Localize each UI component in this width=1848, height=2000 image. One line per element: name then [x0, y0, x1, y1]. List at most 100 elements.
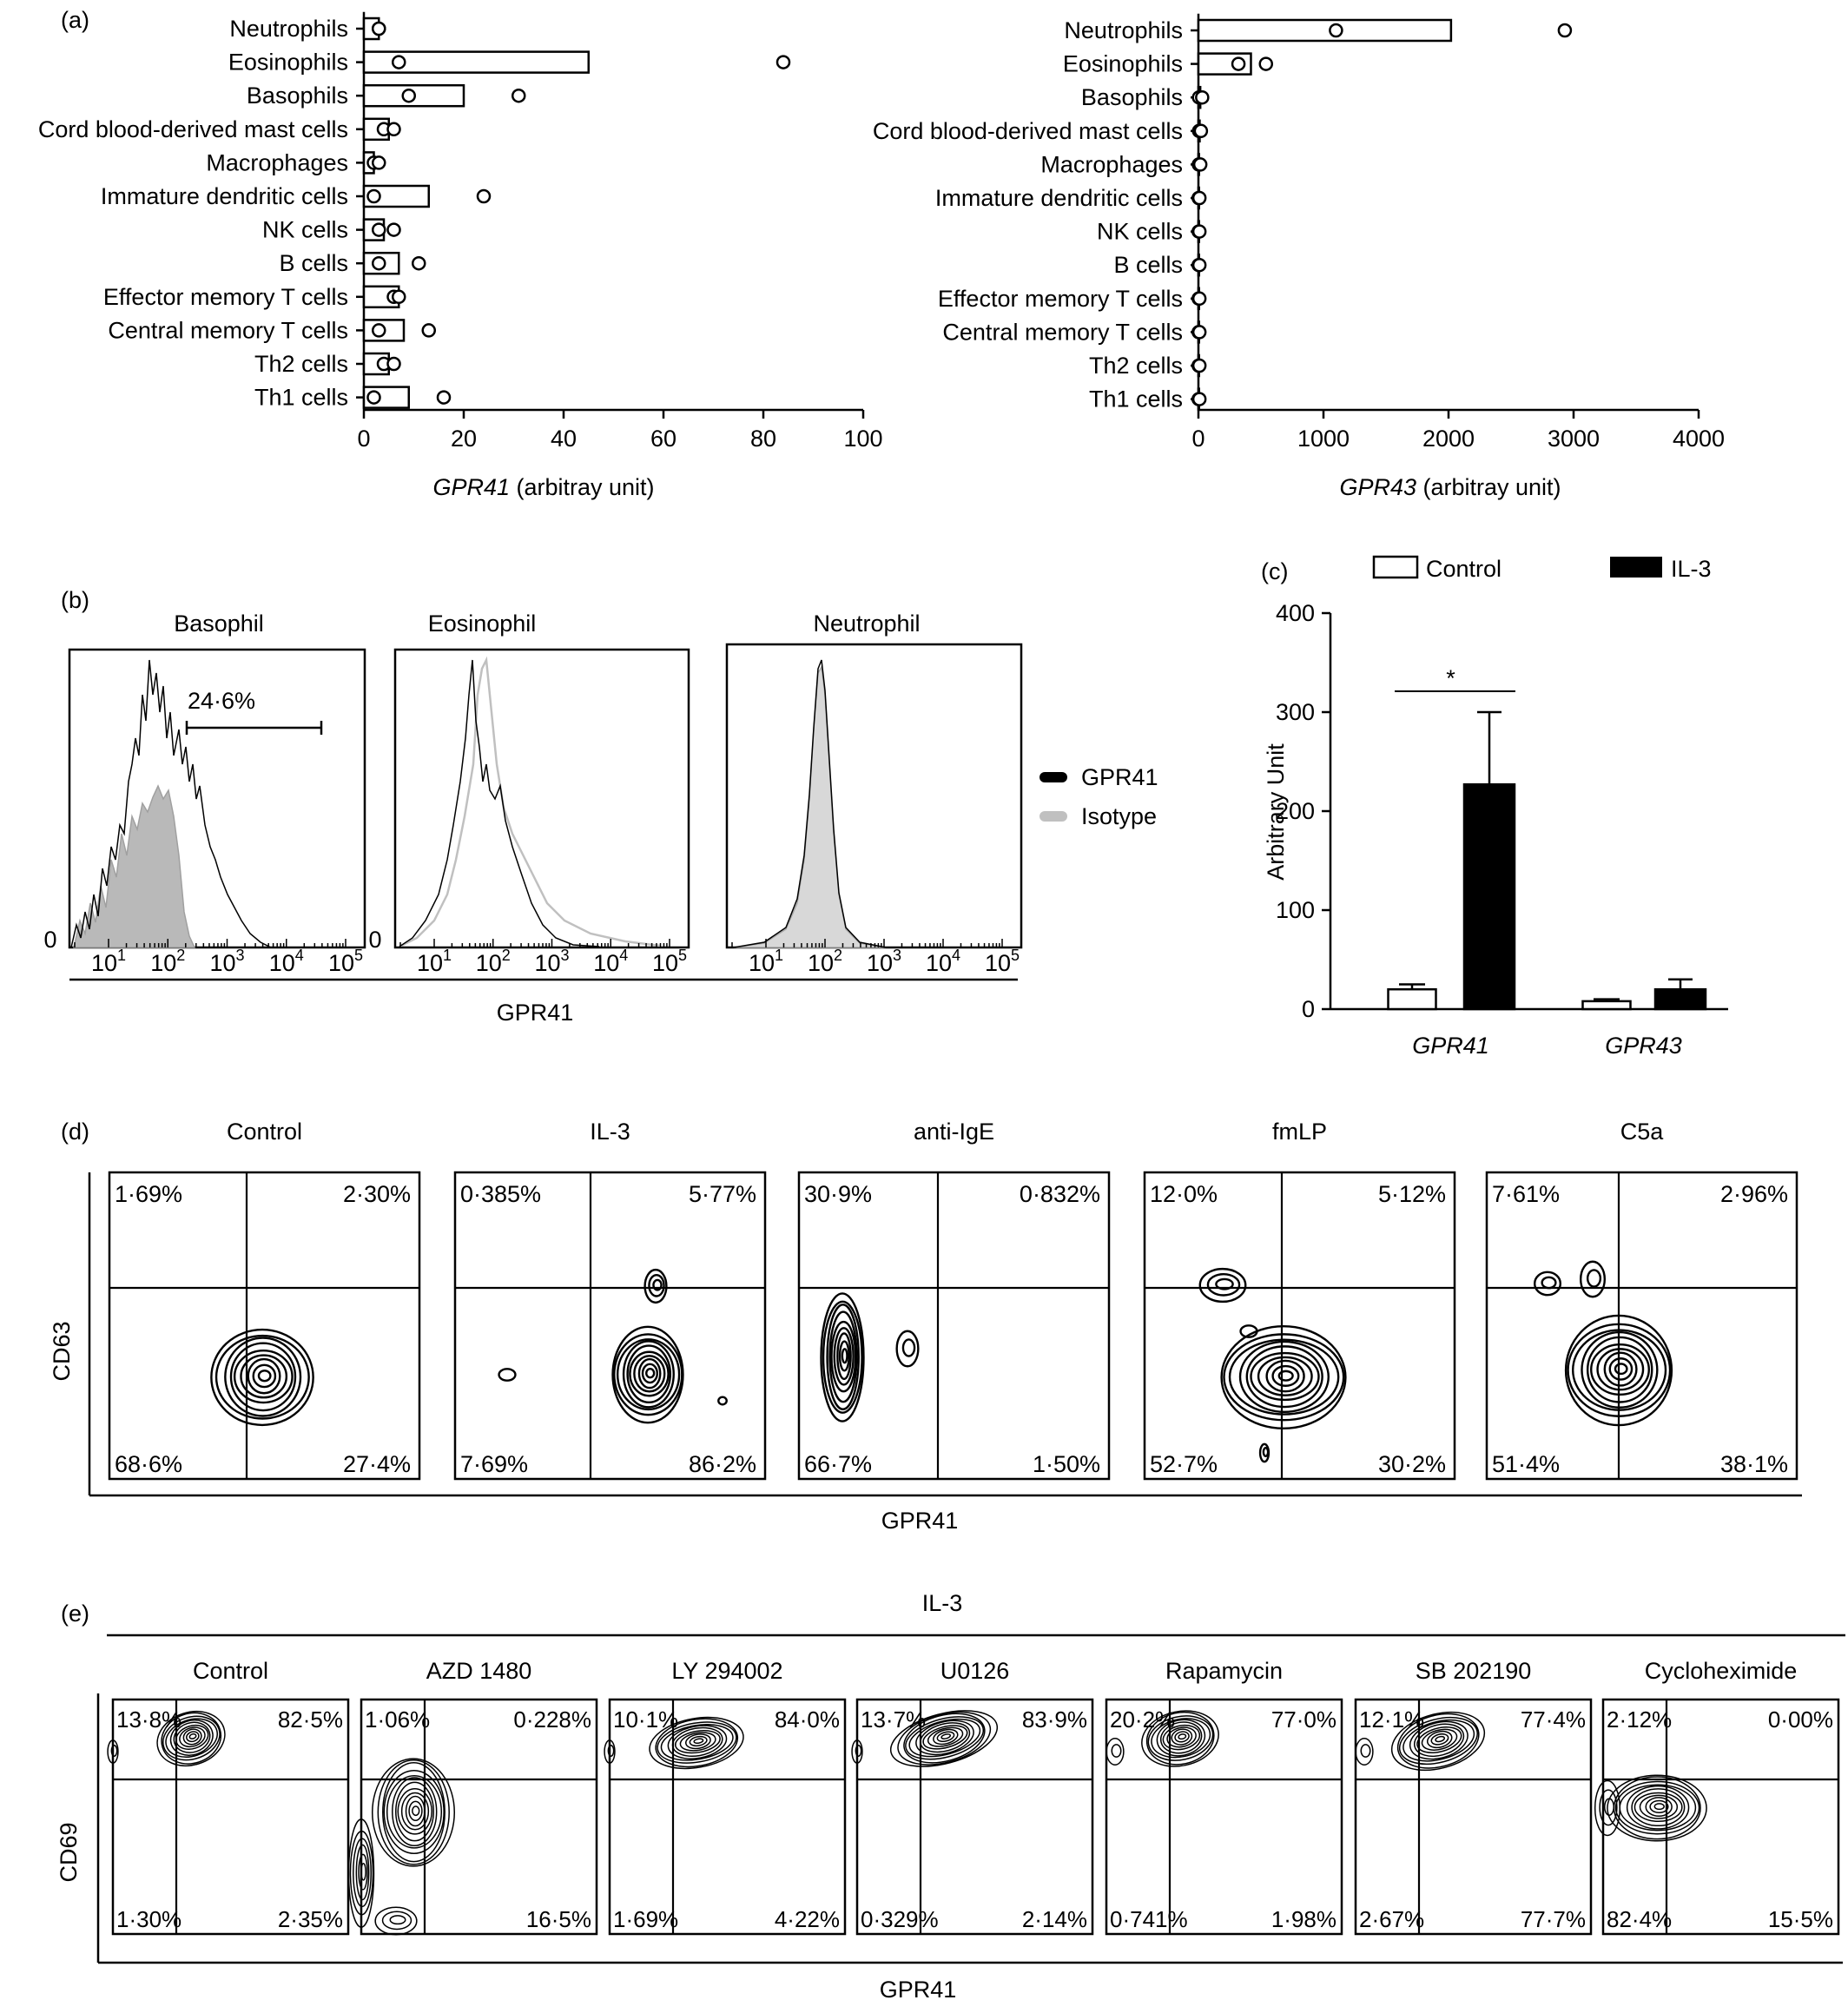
panel-e-plots: Control 13·8% 82·5% 1·30% 2·35% AZD 1480 1·06%… [107, 1658, 1840, 1936]
contour-line [922, 1725, 968, 1750]
contour-line [933, 1728, 959, 1746]
contour-line [1430, 1733, 1449, 1746]
contour-line [240, 1354, 288, 1399]
panel-b-title-neutrophil: Neutrophil [813, 611, 920, 637]
contour-line [498, 1368, 517, 1382]
panel-e-title: Rapamycin [1165, 1658, 1283, 1684]
panel-a-left-xtick-label: 60 [650, 426, 676, 452]
quadrant-label-upper-left: 10·1% [613, 1706, 678, 1733]
contour-line [648, 1273, 665, 1297]
panel-c-ylabel: Arbitrary Unit [1263, 743, 1289, 881]
contour-line [156, 1710, 226, 1767]
contour-line [1414, 1723, 1465, 1758]
contour-line [1603, 1351, 1638, 1387]
panel-c-bar [1653, 987, 1707, 1011]
contour-line [1178, 1733, 1187, 1740]
panel-b-title-eosinophil: Eosinophil [428, 611, 537, 637]
panel-a-right-chart: Neutrophils Eosinophils Basophils Cord bloo… [873, 13, 1725, 452]
contour-group [347, 1758, 455, 1936]
quadrant-label-lower-right: 4·22% [775, 1906, 840, 1932]
contour-line [652, 1278, 663, 1291]
quadrant-label-lower-right: 16·5% [526, 1906, 591, 1932]
contour-line [1645, 1797, 1673, 1818]
panel-a-right-bar [1197, 18, 1453, 43]
contour-line [830, 1320, 857, 1393]
quadrant-label-upper-right: 77·4% [1521, 1706, 1586, 1733]
contour-line [188, 1733, 197, 1739]
panel-b-tick-label: 103 [534, 947, 569, 976]
contour-line [633, 1355, 666, 1393]
panel-a-left-xlabel-gene: GPR41 [432, 474, 510, 500]
contour-line [1228, 1338, 1340, 1416]
contour-line [1653, 1803, 1665, 1811]
contour-line [1416, 1726, 1462, 1753]
contour-line [1360, 1744, 1371, 1758]
contour-line [833, 1327, 855, 1386]
panel-a-right-data-point [1195, 89, 1210, 105]
contour-line [179, 1726, 206, 1748]
panel-c-chart: 0 100 200 300 400 GPR41 GPR43 * [1276, 600, 1728, 1059]
panel-a-left-data-point [476, 188, 492, 204]
contour-group [820, 1292, 920, 1422]
contour-line [828, 1310, 858, 1403]
panel-b-tick-label: 102 [808, 947, 842, 976]
contour-frame [1601, 1698, 1840, 1936]
histogram-isotype-basophil [73, 784, 196, 948]
panel-a-left-data-point [392, 55, 406, 69]
panel-a-left-data-point [392, 289, 406, 305]
contour-line [822, 1300, 863, 1414]
quadrant-label-upper-right: 84·0% [775, 1706, 840, 1733]
contour-group [1106, 1710, 1219, 1767]
contour-line [644, 1268, 668, 1304]
panel-b-tick-label: 102 [476, 947, 511, 976]
contour-line [1409, 1720, 1468, 1760]
panel-b-tick-label: 105 [652, 947, 687, 976]
contour-line [355, 1844, 370, 1901]
contour-line [389, 1915, 406, 1925]
panel-a-left-xtick-label: 0 [357, 426, 370, 452]
contour-frame [855, 1698, 1094, 1936]
quadrant-label-upper-right: 82·5% [278, 1706, 343, 1733]
contour-frame [453, 1171, 767, 1481]
contour-line [645, 1367, 656, 1379]
panel-a-left-category-label: Th1 cells [254, 385, 348, 411]
contour-line [1162, 1724, 1201, 1751]
panel-a-right-xlabel-unit: (arbitray unit) [1416, 474, 1561, 500]
contour-line [233, 1349, 294, 1404]
contour-line [657, 1721, 737, 1764]
histogram-isotype-neutrophil [733, 664, 887, 948]
panel-a-right-xlabel: GPR43 (arbitray unit) [1339, 474, 1561, 500]
panel-a-left-data-point [436, 390, 452, 405]
zero-label-eosinophil: 0 [368, 927, 381, 953]
contour-group [1594, 1774, 1707, 1842]
quadrant-label-lower-right: 1·50% [1033, 1451, 1100, 1477]
contour-frame [797, 1171, 1111, 1481]
panel-d-title: Control [227, 1119, 302, 1145]
contour-line [1586, 1269, 1602, 1288]
contour-line [1355, 1738, 1374, 1766]
histogram-gpr41-neutrophil [733, 659, 887, 948]
contour-frame [1485, 1171, 1798, 1481]
contour-group [107, 1710, 226, 1767]
contour-line [162, 1715, 221, 1761]
panel-c-bar [1581, 1000, 1632, 1011]
contour-line [637, 1357, 662, 1389]
contour-line [903, 1713, 986, 1764]
panel-a-left-xlabel-unit: (arbitray unit) [510, 474, 655, 500]
contour-line [613, 1333, 683, 1416]
legend-swatch-control [1372, 555, 1419, 579]
quadrant-label-lower-left: 7·69% [460, 1451, 528, 1477]
panel-a-right-category-label: Basophils [1081, 84, 1183, 110]
panel-a-left-xlabel: GPR41 (arbitray unit) [432, 474, 654, 500]
panel-c-ytick-label: 100 [1276, 897, 1315, 923]
panel-e-xlabel: GPR41 [880, 1977, 957, 2000]
panel-c-significance-marker: * [1446, 665, 1455, 691]
contour-line [1220, 1324, 1347, 1430]
panel-b-tick-label: 103 [209, 947, 244, 976]
contour-line [257, 1370, 272, 1383]
contour-group [1355, 1711, 1486, 1772]
panel-e-title: U0126 [940, 1658, 1010, 1684]
legend-label-isotype: Isotype [1081, 803, 1157, 829]
contour-line [626, 1344, 672, 1404]
contour-frame [360, 1698, 598, 1936]
